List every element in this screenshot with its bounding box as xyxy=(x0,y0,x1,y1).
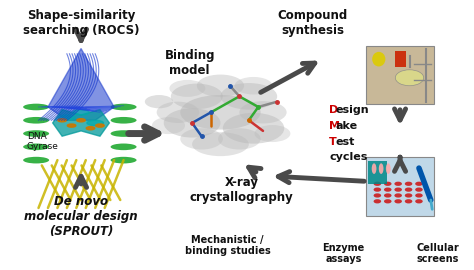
FancyBboxPatch shape xyxy=(366,157,434,216)
FancyBboxPatch shape xyxy=(366,46,434,104)
Text: DNA
Gyrase: DNA Gyrase xyxy=(27,132,59,151)
Circle shape xyxy=(394,199,402,203)
Ellipse shape xyxy=(169,80,205,97)
Ellipse shape xyxy=(23,144,49,150)
Ellipse shape xyxy=(86,127,95,130)
Circle shape xyxy=(395,70,424,86)
Circle shape xyxy=(374,193,381,198)
Text: Compound
synthesis: Compound synthesis xyxy=(277,9,348,37)
Circle shape xyxy=(415,193,423,198)
Text: Mechanistic /
binding studies: Mechanistic / binding studies xyxy=(185,235,271,256)
Text: Enzyme
assays: Enzyme assays xyxy=(322,242,365,264)
Circle shape xyxy=(394,187,402,192)
Ellipse shape xyxy=(171,84,223,109)
Ellipse shape xyxy=(73,110,89,115)
Text: Binding
model: Binding model xyxy=(164,49,215,76)
Circle shape xyxy=(405,193,412,198)
Text: cycles: cycles xyxy=(329,153,367,163)
Ellipse shape xyxy=(152,117,185,134)
Ellipse shape xyxy=(96,124,104,127)
Ellipse shape xyxy=(372,163,376,174)
Circle shape xyxy=(394,182,402,186)
Text: D: D xyxy=(329,105,338,115)
Ellipse shape xyxy=(156,102,199,123)
Ellipse shape xyxy=(87,120,103,126)
Ellipse shape xyxy=(58,119,66,122)
Polygon shape xyxy=(53,110,109,136)
Ellipse shape xyxy=(386,163,391,174)
Ellipse shape xyxy=(223,113,284,144)
Ellipse shape xyxy=(180,128,223,150)
Ellipse shape xyxy=(379,163,383,174)
Ellipse shape xyxy=(110,157,137,163)
Ellipse shape xyxy=(220,83,277,110)
Ellipse shape xyxy=(192,132,249,156)
Ellipse shape xyxy=(23,157,49,163)
Text: M: M xyxy=(329,121,340,131)
Ellipse shape xyxy=(110,117,137,124)
Circle shape xyxy=(415,199,423,203)
Text: ake: ake xyxy=(335,121,357,131)
Ellipse shape xyxy=(145,95,173,108)
Circle shape xyxy=(384,182,392,186)
Ellipse shape xyxy=(239,101,287,123)
Ellipse shape xyxy=(67,124,76,127)
Circle shape xyxy=(384,187,392,192)
Text: De novo
molecular design
(SPROUT): De novo molecular design (SPROUT) xyxy=(24,195,138,238)
Circle shape xyxy=(415,187,423,192)
Ellipse shape xyxy=(255,125,291,142)
Text: X-ray
crystallography: X-ray crystallography xyxy=(190,176,293,204)
Circle shape xyxy=(384,193,392,198)
Circle shape xyxy=(394,193,402,198)
Ellipse shape xyxy=(197,75,244,97)
Circle shape xyxy=(374,187,381,192)
Ellipse shape xyxy=(23,130,49,137)
Ellipse shape xyxy=(218,128,261,150)
Ellipse shape xyxy=(110,130,137,137)
Circle shape xyxy=(405,182,412,186)
Text: Cellular
screens: Cellular screens xyxy=(417,242,459,264)
Circle shape xyxy=(374,182,381,186)
Text: est: est xyxy=(335,137,355,147)
FancyBboxPatch shape xyxy=(395,51,406,67)
Ellipse shape xyxy=(164,108,220,137)
Ellipse shape xyxy=(180,95,261,130)
Text: Shape-similarity
searching (ROCS): Shape-similarity searching (ROCS) xyxy=(23,9,139,37)
Circle shape xyxy=(405,187,412,192)
Ellipse shape xyxy=(77,119,85,122)
Circle shape xyxy=(374,199,381,203)
Circle shape xyxy=(405,199,412,203)
FancyBboxPatch shape xyxy=(368,161,387,184)
Polygon shape xyxy=(48,49,114,120)
Circle shape xyxy=(415,182,423,186)
Ellipse shape xyxy=(372,52,385,66)
Text: esign: esign xyxy=(335,105,369,115)
Ellipse shape xyxy=(110,104,137,110)
Ellipse shape xyxy=(23,117,49,124)
Text: T: T xyxy=(329,137,337,147)
Ellipse shape xyxy=(235,77,273,94)
Ellipse shape xyxy=(110,144,137,150)
Ellipse shape xyxy=(59,115,75,120)
Circle shape xyxy=(384,199,392,203)
Ellipse shape xyxy=(23,104,49,110)
